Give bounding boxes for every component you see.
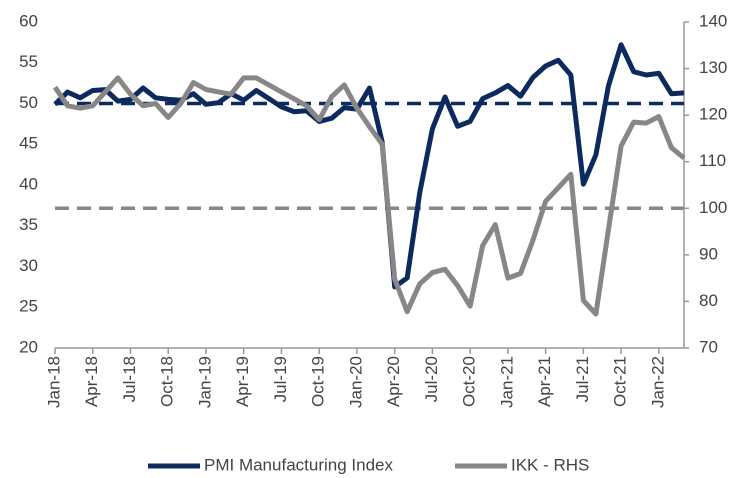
- y-tick-label: 30: [19, 256, 38, 275]
- legend-label: PMI Manufacturing Index: [204, 455, 393, 474]
- y-tick-label: 35: [19, 215, 38, 234]
- y-tick-label: 25: [19, 297, 38, 316]
- x-tick-label: Jul-19: [271, 356, 290, 402]
- x-tick-label: Apr-20: [384, 356, 403, 407]
- line: [52, 75, 686, 317]
- y-tick-label: 20: [19, 337, 38, 356]
- y2-tick-label: 100: [699, 198, 727, 217]
- x-tick-label: Oct-20: [460, 356, 479, 407]
- y-tick-label: 55: [19, 52, 38, 71]
- x-tick-label: Apr-21: [535, 356, 554, 407]
- x-tick-label: Jan-18: [44, 356, 63, 408]
- y2-tick-label: 80: [699, 291, 718, 310]
- x-tick-label: Jan-21: [497, 356, 516, 408]
- x-tick-label: Jul-21: [573, 356, 592, 402]
- legend-label: IKK - RHS: [511, 455, 589, 474]
- x-tick-label: Jan-20: [346, 356, 365, 408]
- x-tick-label: Apr-18: [82, 356, 101, 407]
- x-tick-label: Oct-21: [611, 356, 630, 407]
- y-tick-label: 50: [19, 93, 38, 112]
- x-tick-label: Apr-19: [233, 356, 252, 407]
- y-tick-label: 45: [19, 134, 38, 153]
- y2-tick-label: 110: [699, 151, 726, 170]
- x-tick-label: Jan-22: [648, 356, 667, 408]
- y-tick-label: 60: [19, 11, 38, 30]
- x-tick-label: Jul-20: [422, 356, 441, 402]
- y2-tick-label: 120: [699, 105, 727, 124]
- x-tick-label: Oct-19: [309, 356, 328, 407]
- y2-tick-label: 70: [699, 337, 718, 356]
- y2-tick-label: 140: [699, 11, 727, 30]
- y-tick-label: 40: [19, 174, 38, 193]
- x-tick-label: Jan-19: [195, 356, 214, 408]
- y2-tick-label: 130: [699, 58, 727, 77]
- x-tick-label: Jul-18: [120, 356, 139, 402]
- x-tick-label: Oct-18: [158, 356, 177, 407]
- line: [53, 42, 685, 290]
- y2-tick-label: 90: [699, 244, 718, 263]
